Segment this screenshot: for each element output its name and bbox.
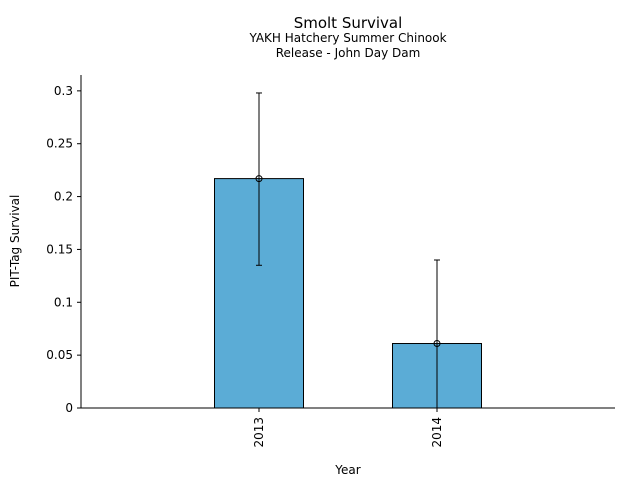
x-tick-label-2013: 2013 [252, 417, 266, 448]
y-tick-label-0.25: 0.25 [46, 137, 73, 151]
chart-subtitle-line-2: Release - John Day Dam [276, 46, 421, 60]
y-axis-label: PIT-Tag Survival [8, 195, 22, 288]
chart-subtitle-line-1: YAKH Hatchery Summer Chinook [248, 31, 446, 45]
plot-area [214, 92, 482, 409]
value-marker-2014 [433, 340, 441, 348]
y-tick-label-0.1: 0.1 [54, 295, 73, 309]
y-tick-label-0.05: 0.05 [46, 348, 73, 362]
chart-title: Smolt Survival [294, 14, 403, 32]
y-tick-label-0.2: 0.2 [54, 190, 73, 204]
value-marker-2013 [255, 175, 263, 183]
y-tick-label-0.3: 0.3 [54, 84, 73, 98]
y-ticks: 0 0.05 0.1 0.15 0.2 0.25 0.3 [46, 84, 81, 415]
y-tick-label-0.15: 0.15 [46, 242, 73, 256]
x-tick-label-2014: 2014 [430, 417, 444, 448]
x-ticks: 2013 2014 [252, 408, 444, 448]
y-tick-label-0: 0 [65, 401, 73, 415]
x-axis-label: Year [334, 463, 360, 477]
